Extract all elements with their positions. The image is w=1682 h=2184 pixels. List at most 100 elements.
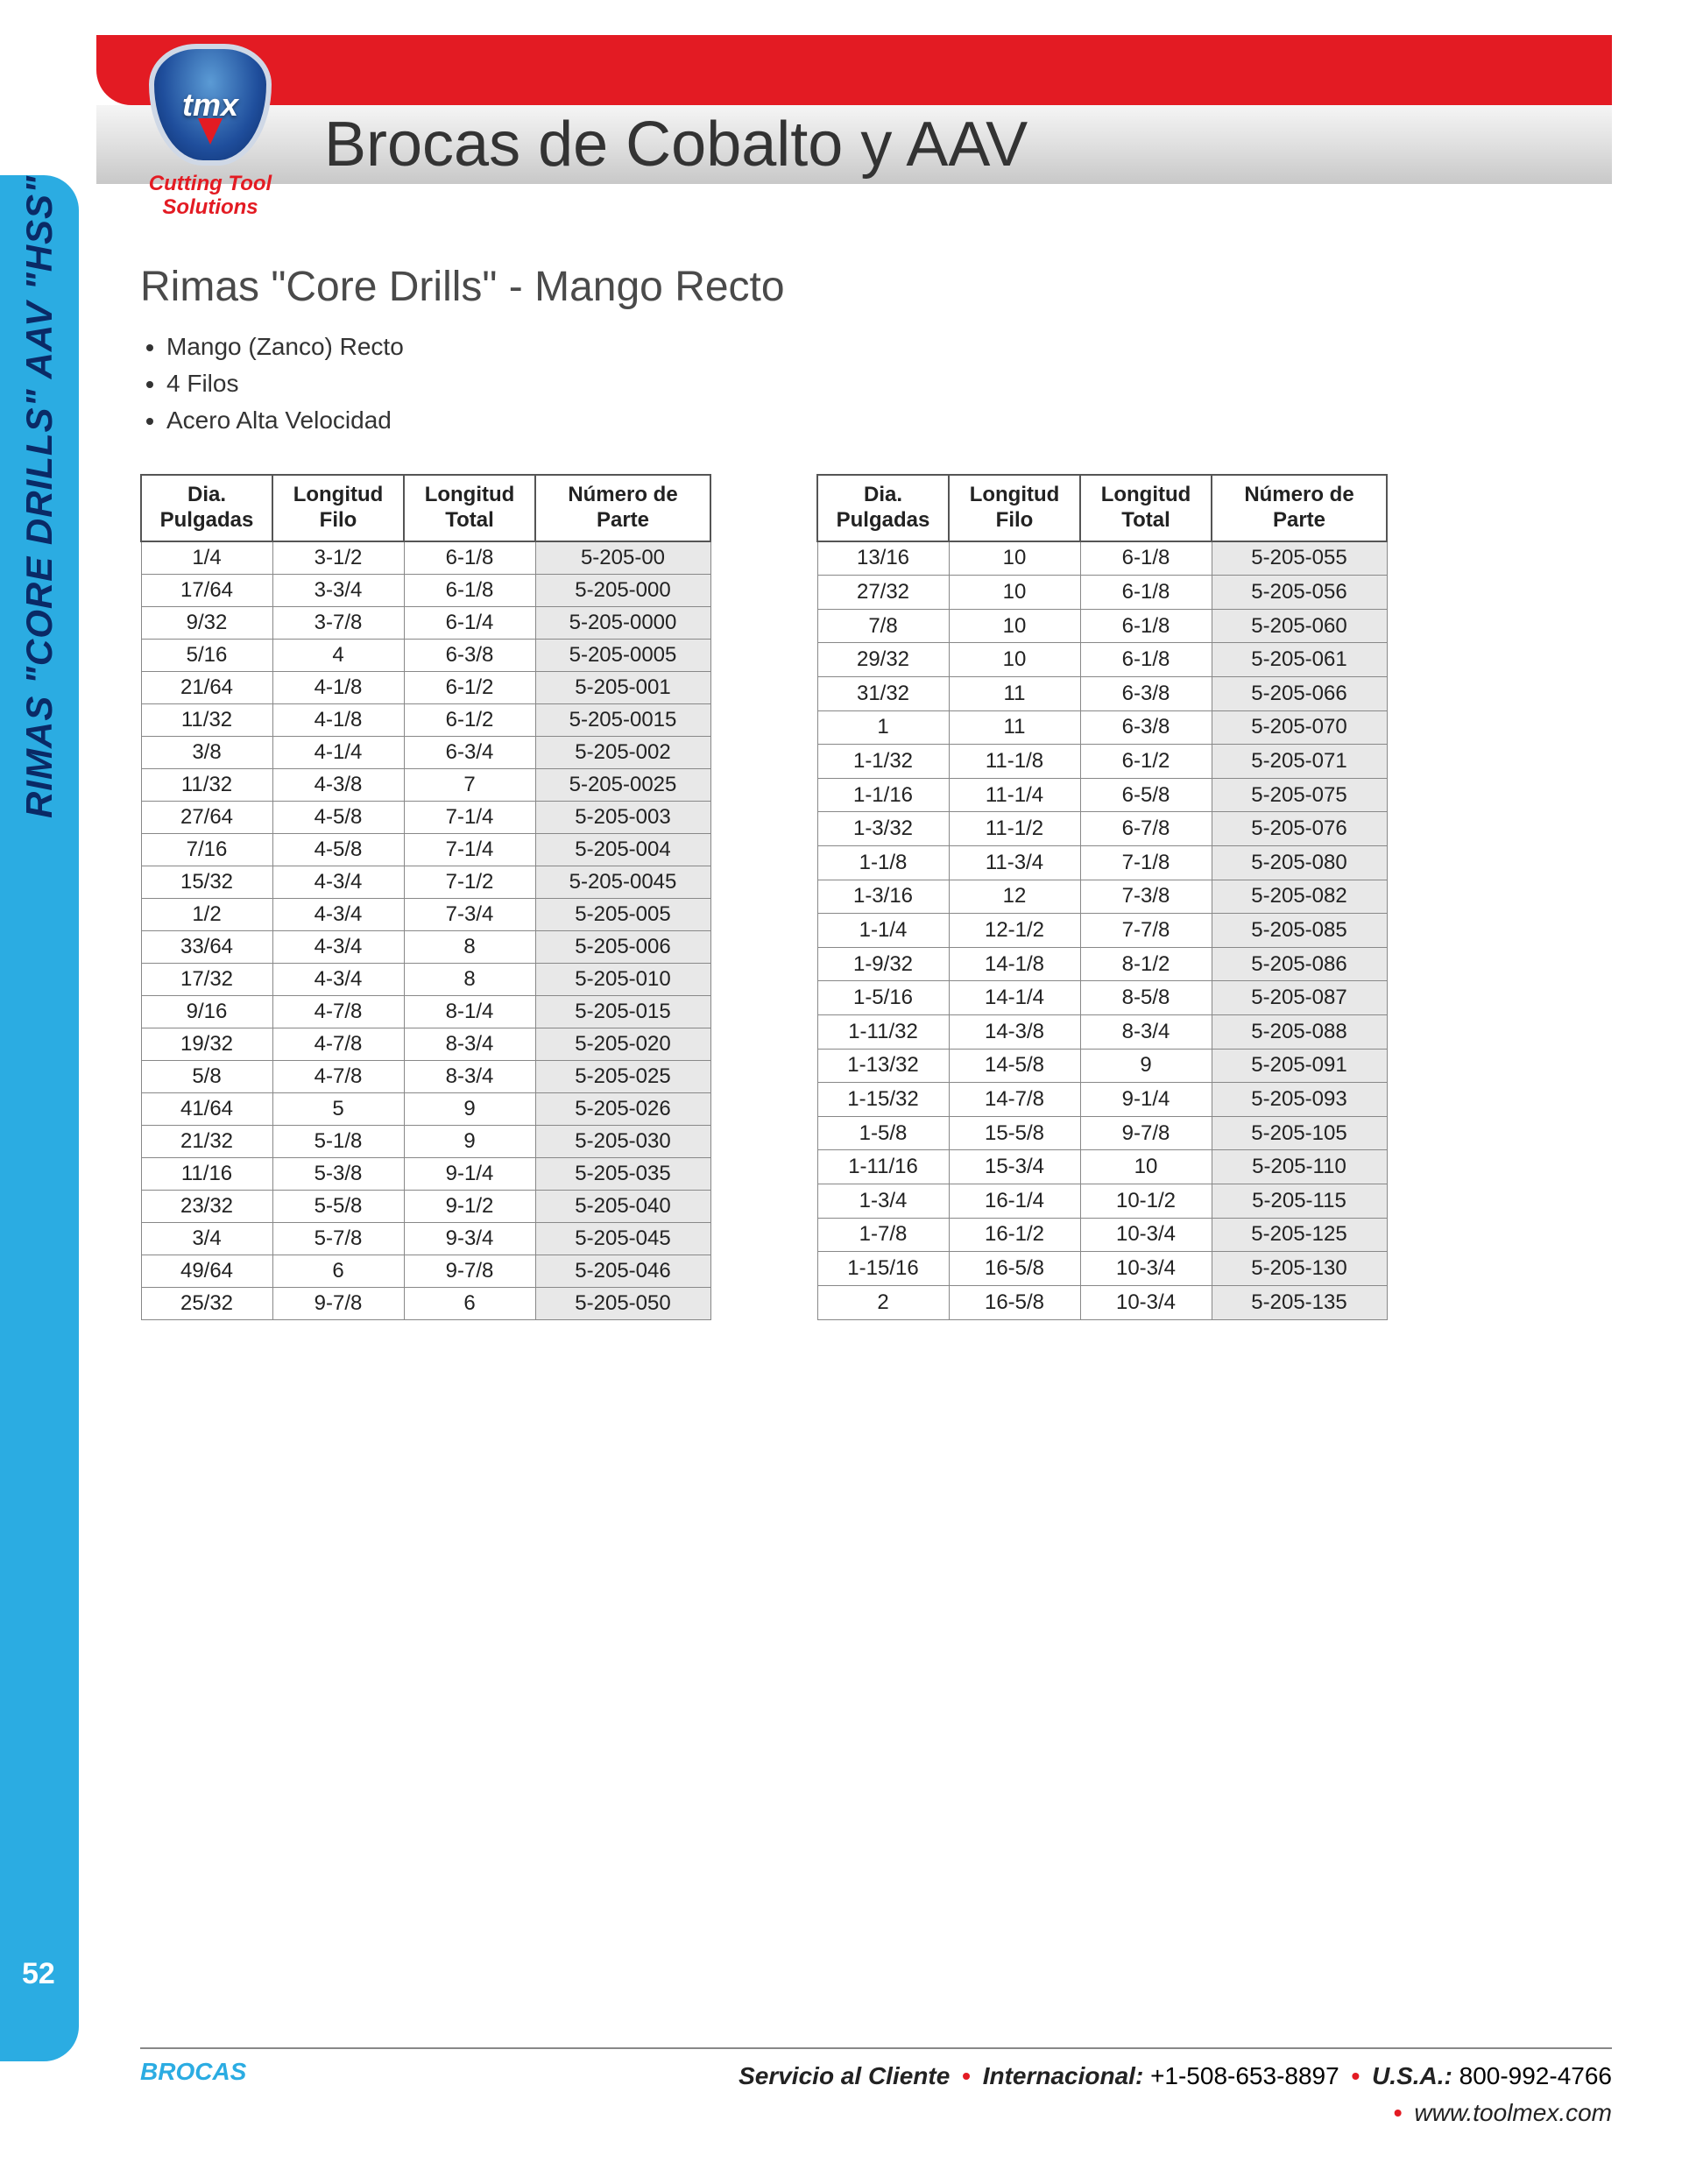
table-row: 25/329-7/865-205-050: [141, 1287, 710, 1319]
part-number-cell: 5-205-110: [1212, 1150, 1387, 1184]
table-row: 1-13/3214-5/895-205-091: [817, 1049, 1387, 1083]
table-row: 3/84-1/46-3/45-205-002: [141, 736, 710, 768]
spec-cell: 11: [949, 710, 1080, 745]
spec-cell: 8: [404, 963, 535, 995]
table-row: 1-3/3211-1/26-7/85-205-076: [817, 812, 1387, 846]
part-number-cell: 5-205-003: [535, 801, 710, 833]
spec-cell: 10: [949, 609, 1080, 643]
spec-cell: 1-1/32: [817, 745, 949, 779]
spec-cell: 9: [404, 1092, 535, 1125]
spec-cell: 13/16: [817, 541, 949, 576]
table-row: 1-3/416-1/410-1/25-205-115: [817, 1184, 1387, 1218]
spec-cell: 7: [404, 768, 535, 801]
spec-cell: 4-5/8: [272, 833, 404, 866]
spec-cell: 41/64: [141, 1092, 272, 1125]
table-row: 7/8106-1/85-205-060: [817, 609, 1387, 643]
spec-cell: 9-1/4: [404, 1157, 535, 1190]
spec-cell: 8-1/4: [404, 995, 535, 1028]
header-banner: Brocas de Cobalto y AAV tmx Cutting Tool…: [96, 35, 1612, 184]
spec-cell: 11/16: [141, 1157, 272, 1190]
part-number-cell: 5-205-125: [1212, 1218, 1387, 1252]
spec-cell: 14-3/8: [949, 1014, 1080, 1049]
table-row: 1-9/3214-1/88-1/25-205-086: [817, 947, 1387, 981]
column-header: LongitudTotal: [1080, 475, 1212, 541]
spec-cell: 1-3/32: [817, 812, 949, 846]
spec-cell: 1-11/32: [817, 1014, 949, 1049]
spec-cell: 11-1/8: [949, 745, 1080, 779]
table-row: 15/324-3/47-1/25-205-0045: [141, 866, 710, 898]
spec-cell: 6-1/8: [404, 541, 535, 575]
separator-dot: •: [1389, 2099, 1408, 2126]
spec-cell: 14-1/8: [949, 947, 1080, 981]
part-number-cell: 5-205-006: [535, 930, 710, 963]
spec-cell: 8-3/4: [404, 1028, 535, 1060]
spec-cell: 27/64: [141, 801, 272, 833]
table-row: 1/24-3/47-3/45-205-005: [141, 898, 710, 930]
spec-cell: 5-7/8: [272, 1222, 404, 1255]
spec-cell: 6-1/8: [1080, 609, 1212, 643]
part-number-cell: 5-205-075: [1212, 778, 1387, 812]
spec-cell: 27/32: [817, 576, 949, 610]
bullet-item: 4 Filos: [166, 365, 1612, 402]
spec-cell: 11-1/4: [949, 778, 1080, 812]
spec-cell: 11-1/2: [949, 812, 1080, 846]
spec-cell: 1/4: [141, 541, 272, 575]
spec-cell: 8-5/8: [1080, 981, 1212, 1015]
intl-phone: +1-508-653-8897: [1150, 2062, 1339, 2089]
part-number-cell: 5-205-002: [535, 736, 710, 768]
spec-cell: 6-3/4: [404, 736, 535, 768]
table-row: 5/1646-3/85-205-0005: [141, 639, 710, 671]
spec-cell: 1-11/16: [817, 1150, 949, 1184]
red-bar: [96, 35, 1612, 105]
usa-label: U.S.A.:: [1372, 2062, 1452, 2089]
tables-wrap: Dia.PulgadasLongitudFiloLongitudTotalNúm…: [140, 474, 1612, 1320]
feature-bullets: Mango (Zanco) Recto 4 Filos Acero Alta V…: [166, 329, 1612, 439]
spec-cell: 12: [949, 880, 1080, 914]
column-header: LongitudFilo: [272, 475, 404, 541]
spec-cell: 8: [404, 930, 535, 963]
spec-cell: 5: [272, 1092, 404, 1125]
bullet-item: Mango (Zanco) Recto: [166, 329, 1612, 365]
part-number-cell: 5-205-020: [535, 1028, 710, 1060]
table-row: 1-5/1614-1/48-5/85-205-087: [817, 981, 1387, 1015]
spec-table-right: Dia.PulgadasLongitudFiloLongitudTotalNúm…: [816, 474, 1388, 1320]
spec-cell: 10: [949, 541, 1080, 576]
part-number-cell: 5-205-0025: [535, 768, 710, 801]
spec-cell: 10: [949, 643, 1080, 677]
usa-phone: 800-992-4766: [1459, 2062, 1612, 2089]
column-header: LongitudTotal: [404, 475, 535, 541]
spec-cell: 12-1/2: [949, 914, 1080, 948]
table-row: 1-15/1616-5/810-3/45-205-130: [817, 1252, 1387, 1286]
spec-cell: 6: [404, 1287, 535, 1319]
part-number-cell: 5-205-046: [535, 1255, 710, 1287]
title-bar: Brocas de Cobalto y AAV: [96, 105, 1612, 184]
spec-cell: 21/32: [141, 1125, 272, 1157]
spec-cell: 6-3/8: [1080, 710, 1212, 745]
part-number-cell: 5-205-091: [1212, 1049, 1387, 1083]
part-number-cell: 5-205-001: [535, 671, 710, 703]
spec-cell: 4-1/8: [272, 703, 404, 736]
spec-cell: 5/8: [141, 1060, 272, 1092]
spec-cell: 4-3/4: [272, 963, 404, 995]
spec-cell: 11-3/4: [949, 845, 1080, 880]
spec-cell: 1-3/4: [817, 1184, 949, 1218]
table-row: 216-5/810-3/45-205-135: [817, 1285, 1387, 1319]
spec-cell: 5-5/8: [272, 1190, 404, 1222]
spec-cell: 7-1/4: [404, 801, 535, 833]
spec-cell: 1-7/8: [817, 1218, 949, 1252]
table-row: 21/644-1/86-1/25-205-001: [141, 671, 710, 703]
spec-cell: 1/2: [141, 898, 272, 930]
part-number-cell: 5-205-0045: [535, 866, 710, 898]
spec-cell: 6-3/8: [1080, 677, 1212, 711]
spec-cell: 3/8: [141, 736, 272, 768]
spec-cell: 1-13/32: [817, 1049, 949, 1083]
part-number-cell: 5-205-055: [1212, 541, 1387, 576]
column-header: LongitudFilo: [949, 475, 1080, 541]
part-number-cell: 5-205-060: [1212, 609, 1387, 643]
spec-cell: 6-1/2: [404, 703, 535, 736]
spec-cell: 21/64: [141, 671, 272, 703]
table-row: 29/32106-1/85-205-061: [817, 643, 1387, 677]
spec-cell: 6-1/8: [404, 574, 535, 606]
table-row: 9/164-7/88-1/45-205-015: [141, 995, 710, 1028]
table-row: 1-1/3211-1/86-1/25-205-071: [817, 745, 1387, 779]
